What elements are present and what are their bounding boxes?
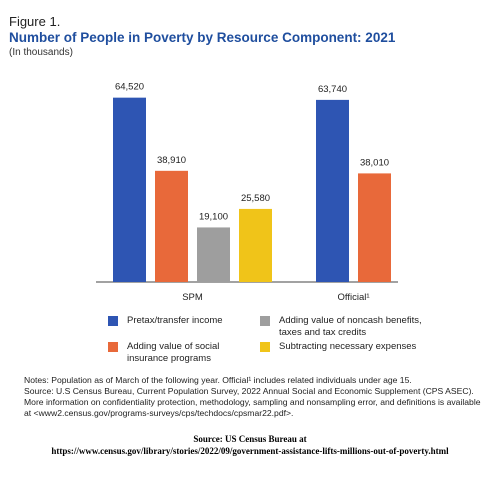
bar-spm-series-1 bbox=[155, 170, 188, 282]
bar-spm-series-3 bbox=[239, 208, 272, 282]
figure-label: Figure 1. bbox=[9, 14, 61, 29]
bar-official-series-0 bbox=[316, 99, 349, 282]
source-url: https://www.census.gov/library/stories/2… bbox=[51, 446, 449, 456]
legend-swatch bbox=[108, 316, 118, 326]
data-label: 38,010 bbox=[360, 157, 389, 168]
x-tick-label: Official¹ bbox=[337, 292, 369, 303]
data-label: 38,910 bbox=[157, 155, 186, 166]
chart-subtitle: (In thousands) bbox=[9, 47, 73, 58]
legend-swatch bbox=[260, 316, 270, 326]
bar-spm-series-2 bbox=[197, 227, 230, 282]
notes: Notes: Population as of March of the fol… bbox=[24, 375, 484, 419]
source-citation: Source: US Census Bureau at https://www.… bbox=[0, 433, 500, 457]
source-label: Source: US Census Bureau at bbox=[193, 434, 307, 444]
data-label: 63,740 bbox=[318, 84, 347, 95]
legend-item-social-insurance: Adding value of social insurance program… bbox=[108, 341, 247, 365]
bar-official-series-1 bbox=[358, 173, 391, 282]
legend-swatch bbox=[108, 342, 118, 352]
data-label: 64,520 bbox=[115, 82, 144, 93]
source-note: Source: U.S Census Bureau, Current Popul… bbox=[24, 386, 481, 418]
data-label: 19,100 bbox=[199, 211, 228, 222]
legend-item-pretax: Pretax/transfer income bbox=[108, 315, 302, 327]
notes-line: Notes: Population as of March of the fol… bbox=[24, 375, 412, 385]
legend-item-noncash: Adding value of noncash benefits, taxes … bbox=[260, 315, 444, 339]
x-tick-label: SPM bbox=[182, 292, 203, 303]
data-label: 25,580 bbox=[241, 193, 270, 204]
bar-spm-series-0 bbox=[113, 97, 146, 283]
legend-swatch bbox=[260, 342, 270, 352]
bar-chart: 64,520 38,910 19,100 25,580 SPM 63,740 38,010 O… bbox=[96, 82, 398, 303]
chart-title: Number of People in Poverty by Resource … bbox=[9, 30, 396, 45]
legend-item-expenses: Subtracting necessary expenses bbox=[260, 341, 454, 353]
legend-label: Adding value of noncash benefits, taxes … bbox=[279, 315, 422, 338]
legend-label: Pretax/transfer income bbox=[127, 315, 223, 326]
legend-label: Adding value of social insurance program… bbox=[127, 341, 220, 364]
legend-label: Subtracting necessary expenses bbox=[279, 341, 417, 352]
